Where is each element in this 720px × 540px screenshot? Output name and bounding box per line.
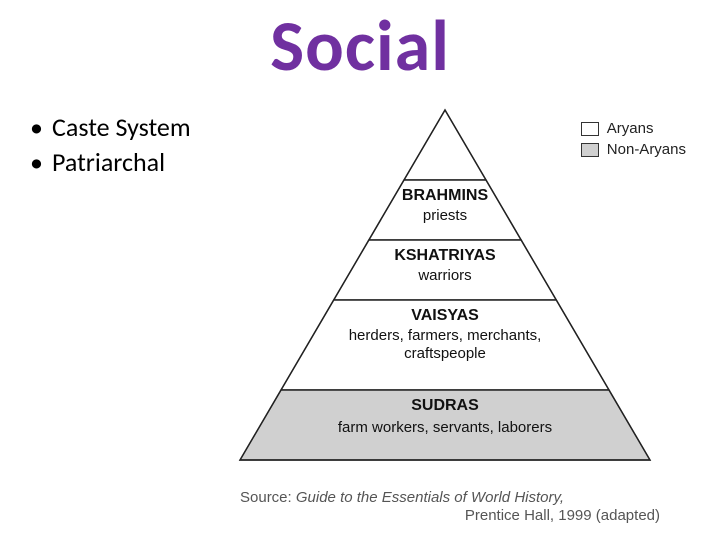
tier-desc: herders, farmers, merchants, (349, 327, 542, 344)
bullet-item: Caste System (30, 110, 191, 145)
bullet-list: Caste System Patriarchal (30, 110, 191, 180)
bullet-item: Patriarchal (30, 145, 191, 180)
tier-desc: farm workers, servants, laborers (338, 419, 552, 436)
page-title: Social (0, 2, 720, 90)
source-text: Guide to the Essentials of World History… (296, 489, 564, 506)
tier-desc: craftspeople (404, 345, 486, 362)
tier-title: BRAHMINS (402, 187, 489, 204)
tier-desc: priests (423, 207, 467, 224)
tier-desc: warriors (417, 267, 471, 284)
pyramid-tier (404, 110, 486, 180)
pyramid-svg: BRAHMINS priests KSHATRIYAS warriors VAISYAS… (220, 100, 670, 480)
caste-pyramid-diagram: Aryans Non-Aryans BRAHMINSpriestsKSHATRI… (220, 100, 710, 520)
source-line2: Prentice Hall, 1999 (adapted) (240, 507, 700, 526)
tier-title: SUDRAS (411, 397, 479, 414)
source-label: Source: (240, 489, 292, 506)
tier-title: KSHATRIYAS (394, 247, 496, 264)
tier-title: VAISYAS (411, 307, 479, 324)
source-citation: Source: Guide to the Essentials of World… (240, 489, 700, 527)
